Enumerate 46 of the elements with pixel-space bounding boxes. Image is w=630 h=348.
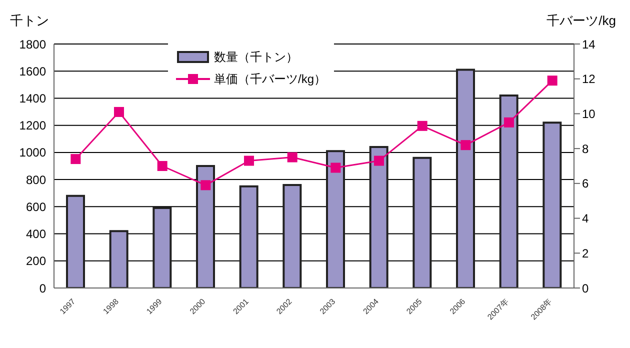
y-tick-label: 600 bbox=[26, 200, 46, 214]
y2-axis-title: 千バーツ/kg bbox=[546, 12, 616, 30]
bar bbox=[282, 184, 302, 288]
bar bbox=[456, 68, 475, 288]
y-tick-label: 0 bbox=[39, 281, 46, 296]
point bbox=[330, 162, 341, 173]
y-tick-label: 1600 bbox=[19, 64, 46, 78]
bar bbox=[152, 207, 172, 288]
y2-tick-label: 10 bbox=[582, 106, 596, 121]
y-tick-label: 1400 bbox=[19, 91, 46, 106]
bar bbox=[66, 194, 85, 288]
y2-tick-label: 4 bbox=[582, 212, 589, 226]
point bbox=[244, 156, 254, 166]
y-tick-label: 1800 bbox=[19, 37, 46, 52]
bar bbox=[326, 150, 345, 288]
point bbox=[374, 156, 384, 166]
bar bbox=[109, 230, 128, 288]
y2-tick-label: 0 bbox=[582, 281, 589, 296]
point bbox=[504, 117, 514, 128]
bar bbox=[196, 165, 215, 288]
bar bbox=[412, 156, 432, 288]
y2-tick-label: 14 bbox=[582, 37, 596, 52]
point bbox=[417, 120, 428, 131]
point bbox=[547, 76, 558, 86]
y2-tick-label: 8 bbox=[582, 142, 589, 156]
point bbox=[114, 106, 124, 117]
y2-tick-label: 12 bbox=[582, 72, 596, 86]
legend-label: 数量（千トン） bbox=[214, 48, 298, 66]
y2-tick-label: 6 bbox=[582, 176, 589, 191]
y-tick-label: 1200 bbox=[19, 118, 46, 133]
point bbox=[200, 180, 211, 190]
legend-label: 単価（千バーツ/kg） bbox=[214, 70, 326, 88]
point bbox=[287, 152, 298, 162]
y2-tick-label: 2 bbox=[582, 246, 589, 260]
point bbox=[157, 161, 168, 171]
y-tick-label: 400 bbox=[26, 227, 46, 242]
point bbox=[460, 140, 471, 150]
y-tick-label: 800 bbox=[26, 172, 46, 187]
bar bbox=[499, 94, 518, 288]
y-axis-title: 千トン bbox=[10, 12, 49, 30]
y-tick-label: 1000 bbox=[19, 146, 46, 160]
bar bbox=[369, 146, 388, 288]
bar bbox=[239, 185, 258, 288]
y-tick-label: 200 bbox=[26, 254, 46, 268]
bar bbox=[542, 122, 562, 288]
point bbox=[70, 154, 81, 164]
